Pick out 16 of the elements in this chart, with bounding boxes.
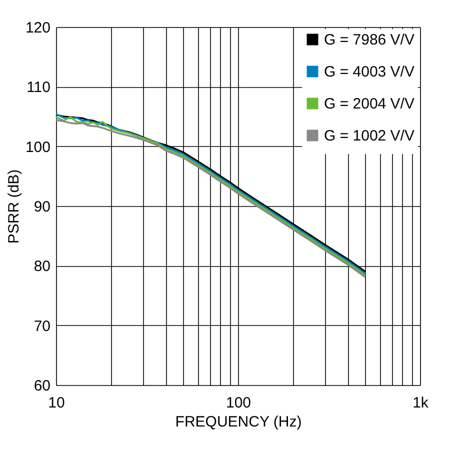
- y-tick-label: 60: [34, 378, 50, 394]
- x-tick-label: 1k: [412, 394, 429, 412]
- x-axis-title: FREQUENCY (Hz): [175, 414, 302, 430]
- y-tick-label: 100: [25, 138, 50, 156]
- x-tick-label: 100: [226, 394, 252, 412]
- y-tick-label: 90: [34, 198, 50, 216]
- x-tick-label: 10: [48, 394, 65, 412]
- y-tick-label: 110: [26, 79, 50, 96]
- y-tick-label: 70: [34, 318, 50, 335]
- y-tick-label: 120: [25, 20, 50, 36]
- legend-label: G = 1002 V/V: [324, 128, 414, 144]
- legend-label: G = 2004 V/V: [324, 96, 414, 112]
- legend-label: G = 7986 V/V: [324, 32, 414, 48]
- legend-label: G = 4003 V/V: [324, 64, 414, 80]
- y-tick-label: 80: [34, 258, 50, 276]
- y-axis-title: PSRR (dB): [5, 169, 22, 244]
